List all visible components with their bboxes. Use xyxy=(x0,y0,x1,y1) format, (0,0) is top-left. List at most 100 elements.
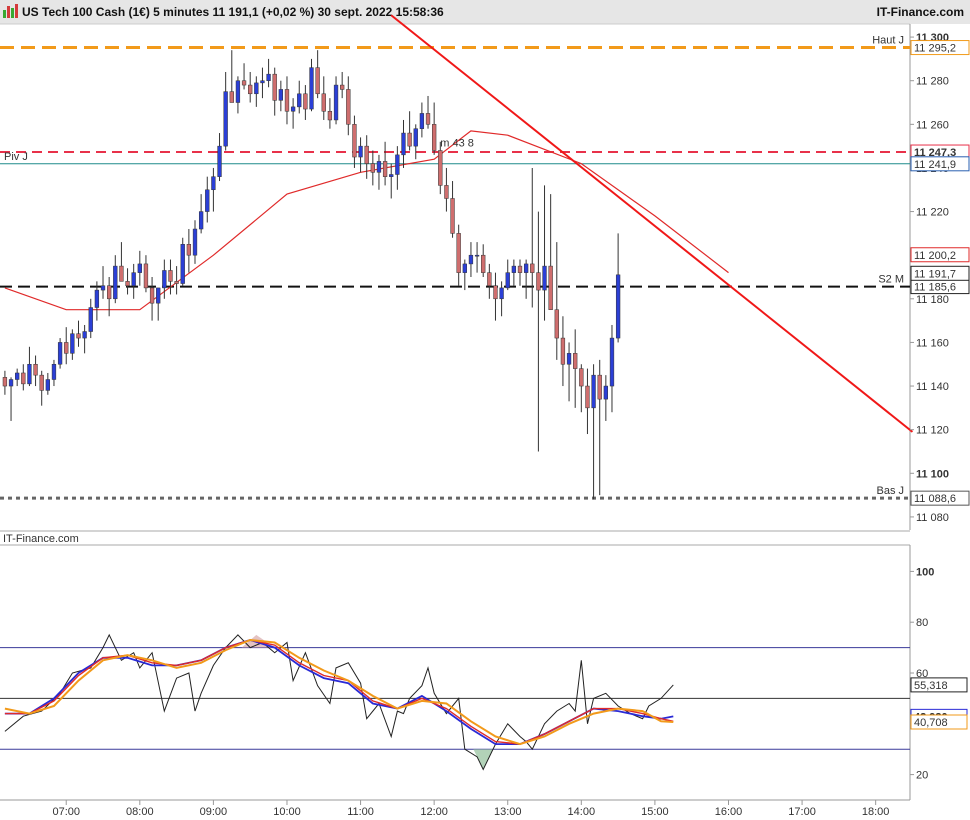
candle xyxy=(591,364,596,500)
candle xyxy=(499,281,504,317)
candle-body-down xyxy=(530,263,535,273)
candle xyxy=(174,266,179,295)
candle xyxy=(229,50,234,103)
panel-brand: IT-Finance.com xyxy=(3,533,79,545)
candle-body-up xyxy=(615,274,621,339)
candle xyxy=(425,95,431,129)
rsi-tick-label: 80 xyxy=(916,617,928,629)
candle-body-down xyxy=(39,374,44,391)
level-label: Haut J xyxy=(872,35,904,47)
candle-body-up xyxy=(511,265,517,273)
candle xyxy=(474,242,480,273)
candle-body-up xyxy=(376,161,382,173)
rsi-value-tag-box xyxy=(910,714,968,730)
candle-body-up xyxy=(523,263,529,273)
candle-body-down xyxy=(174,281,179,284)
candle xyxy=(156,287,161,321)
candle-body-down xyxy=(481,254,486,273)
candle-body-up xyxy=(389,174,394,177)
candle-body-down xyxy=(107,285,112,300)
rsi-value-tag: 40,708 xyxy=(914,717,948,729)
candle-body-up xyxy=(474,254,480,257)
candle xyxy=(603,375,609,421)
candle xyxy=(468,242,474,277)
candle-body-up xyxy=(131,272,136,286)
price-tick-label: 11 160 xyxy=(916,337,949,349)
candle xyxy=(579,364,584,413)
candle xyxy=(554,242,559,360)
price-panel: Haut J Piv J S2 M Bas J 11 080 11 100 11 120 1… xyxy=(0,14,970,530)
candle-body-up xyxy=(192,228,198,256)
candle xyxy=(162,259,167,299)
candle-body-up xyxy=(609,337,615,387)
x-tick-label: 18:00 xyxy=(862,806,890,818)
candle xyxy=(241,63,247,90)
candle xyxy=(64,327,69,365)
candle-body-up xyxy=(395,154,400,175)
x-tick-label: 08:00 xyxy=(126,806,154,818)
candle xyxy=(125,268,130,295)
candle-body-down xyxy=(382,161,388,177)
x-axis: 07:00 08:00 09:00 10:00 11:00 12:00 13:00 14:00… xyxy=(52,800,889,818)
candle xyxy=(536,211,541,452)
candle-body-down xyxy=(560,337,566,365)
candle xyxy=(370,150,375,186)
candle xyxy=(407,111,412,151)
x-tick-label: 10:00 xyxy=(273,806,301,818)
candle xyxy=(168,259,173,295)
candle xyxy=(278,80,284,112)
price-tick-label: 11 140 xyxy=(916,381,949,393)
candle xyxy=(456,224,461,286)
candle-body-down xyxy=(229,91,234,103)
candle xyxy=(70,329,75,360)
candle-body-down xyxy=(432,124,437,151)
rsi-tick-label: 20 xyxy=(916,770,928,782)
rsi-series-line xyxy=(4,638,674,746)
candle xyxy=(352,115,357,168)
level-value-tag: 11 241,9 xyxy=(914,159,956,171)
candle xyxy=(100,266,106,299)
candle xyxy=(211,167,216,212)
candle xyxy=(113,255,118,304)
x-tick-label: 13:00 xyxy=(494,806,522,818)
candle xyxy=(376,154,382,190)
candle xyxy=(609,324,615,413)
candle-body-up xyxy=(260,80,265,84)
moving-average-line xyxy=(4,130,729,311)
price-tick-label: 11 100 xyxy=(916,468,949,480)
candle xyxy=(585,368,590,435)
candle xyxy=(321,76,326,120)
candle-body-up xyxy=(266,73,271,81)
candle xyxy=(149,277,155,321)
candle xyxy=(303,85,308,120)
candle xyxy=(395,146,400,190)
candle xyxy=(511,259,517,286)
candle-body-down xyxy=(346,89,351,125)
candle-body-down xyxy=(444,185,449,199)
candle-body-up xyxy=(8,379,14,387)
rsi-series-line xyxy=(4,639,674,745)
price-tick-label: 11 280 xyxy=(916,76,949,88)
candle-body-down xyxy=(119,265,124,282)
candle-body-up xyxy=(51,363,57,380)
candle-body-up xyxy=(88,307,93,332)
candle xyxy=(217,133,222,182)
candle-body-down xyxy=(125,281,130,286)
candle xyxy=(333,76,339,125)
price-value-tag: 11 200,2 xyxy=(914,250,956,262)
candle xyxy=(413,124,418,160)
level-value-tag-box xyxy=(910,490,970,506)
candle-body-up xyxy=(217,145,222,177)
candle-body-down xyxy=(407,132,412,147)
candle xyxy=(290,98,296,129)
trend-line xyxy=(390,14,914,433)
candle-body-up xyxy=(419,113,425,129)
candle-body-down xyxy=(597,374,602,400)
candle xyxy=(45,372,50,395)
rsi-oversold-fill xyxy=(473,749,494,770)
level-label: Bas J xyxy=(876,485,904,497)
candle-body-up xyxy=(591,374,596,409)
x-tick-label: 11:00 xyxy=(347,806,374,818)
candle xyxy=(364,135,369,179)
